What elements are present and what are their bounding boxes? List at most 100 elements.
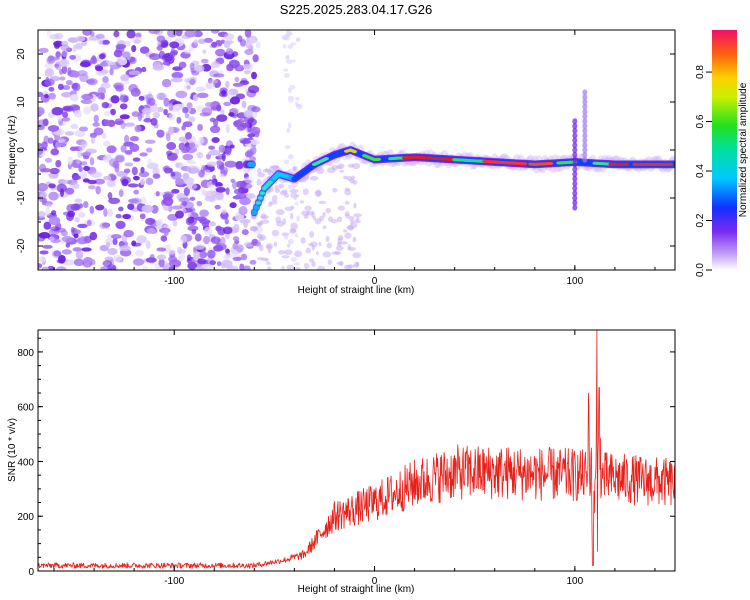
noise-blob [325,235,330,243]
noise-blob [166,152,178,161]
noise-blob [72,175,81,181]
noise-blob [290,192,297,199]
noise-blob [119,114,130,120]
noise-blob [199,209,209,217]
noise-blob [326,242,332,249]
noise-blob [213,118,219,128]
ridge-peak [522,162,528,166]
noise-blob [113,30,120,38]
noise-blob [289,212,294,220]
noise-blob [110,95,120,104]
noise-blob [150,117,158,126]
noise-blob [102,76,109,84]
noise-blob [271,229,280,237]
snr-panel: -100 0 100 0 200 400 600 800 Height of straight… [7,329,676,595]
noise-blob [45,202,52,208]
noise-blob [124,40,131,47]
noise-blob [193,251,201,259]
ridge-peak [283,174,289,178]
noise-blob [132,157,141,162]
noise-blob [156,45,163,51]
noise-blob [110,108,116,116]
noise-blob [238,206,248,216]
noise-blob [98,39,104,45]
noise-blob [55,266,67,270]
noise-blob [188,207,196,213]
noise-blob [256,178,262,186]
spectrogram-ytick-label: 10 [16,96,27,108]
noise-blob [175,210,184,219]
noise-blob [206,161,217,167]
noise-blob [147,97,156,106]
noise-blob [184,131,192,140]
noise-blob [197,258,207,265]
noise-blob [42,244,53,249]
noise-blob [278,250,286,255]
noise-blob [352,252,362,259]
noise-blob [348,215,355,221]
noise-blob [186,165,198,174]
noise-blob [229,144,235,149]
noise-blob [186,183,198,190]
noise-blob [196,151,204,159]
vertical-streak [582,94,588,101]
noise-blob [251,238,259,246]
noise-blob [347,246,357,251]
noise-blob [42,118,49,127]
noise-blob [61,249,72,255]
noise-blob [172,220,178,227]
noise-blob [45,207,51,216]
noise-blob [178,197,191,203]
colorbar-tick-label: 0.6 [695,114,706,128]
ridge-peak [668,162,674,166]
noise-blob [344,201,350,205]
noise-blob [236,244,244,253]
noise-blob [216,114,228,122]
vertical-streak [572,204,578,211]
noise-blob [113,49,123,58]
colorbar-ticks: 0.0 0.2 0.4 0.6 0.8 [695,65,712,277]
noise-blob [147,158,152,165]
noise-blob [249,226,258,232]
noise-blob [38,142,43,148]
noise-blob [106,179,116,188]
vertical-streak [572,161,578,168]
noise-blob [299,200,305,204]
snr-series-line [38,330,675,569]
noise-blob [211,61,221,68]
noise-blob [86,219,92,226]
noise-blob [115,85,124,92]
noise-blob [139,178,146,186]
noise-blob [249,139,260,145]
noise-blob [168,126,174,135]
noise-blob [160,235,168,242]
vertical-streak [582,108,588,115]
noise-blob [58,254,66,264]
noise-blob [232,82,244,87]
noise-blob [171,188,180,194]
noise-blob [334,251,341,255]
noise-blob [77,223,88,229]
noise-blob [220,109,225,115]
noise-blob [265,243,273,250]
noise-blob [38,256,47,263]
noise-blob [203,226,213,236]
noise-blob [38,107,45,116]
noise-blob [73,109,82,118]
ridge-peak [548,161,554,166]
noise-blob [87,185,96,190]
noise-blob [72,71,80,78]
noise-blob [57,83,64,91]
noise-blob [199,112,211,117]
vertical-streak [582,151,588,158]
noise-blob [232,180,237,190]
noise-blob [123,122,136,127]
noise-blob [148,53,161,61]
noise-blob [61,235,74,243]
noise-blob [271,194,278,202]
noise-blob [256,239,261,246]
noise-blob [41,197,48,203]
noise-blob [55,51,61,58]
noise-blob [294,233,299,238]
